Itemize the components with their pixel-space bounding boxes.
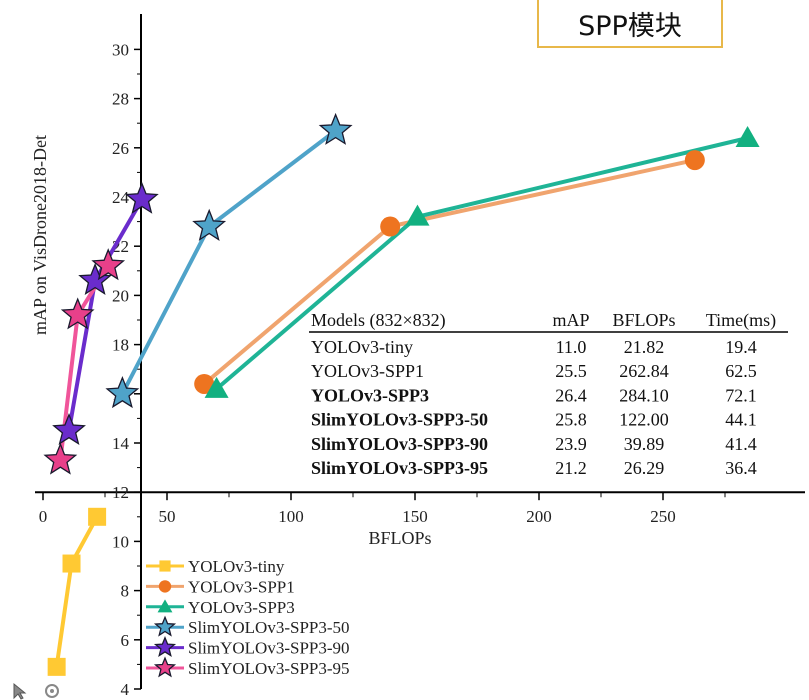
data-table: Models (832×832) mAP BFLOPs Time(ms) YOLOv3-… <box>309 310 788 478</box>
data-point-yolov3-spp1 <box>684 150 705 171</box>
data-point-yolov3-spp1 <box>380 216 401 237</box>
data-point-slimyolov3-spp3-90 <box>125 181 159 214</box>
x-axis-title: BFLOPs <box>368 528 431 548</box>
table-cell: 39.89 <box>624 434 665 454</box>
table-header: Time(ms) <box>706 310 776 331</box>
table-cell: 62.5 <box>725 361 757 381</box>
data-point-yolov3-tiny <box>47 657 66 676</box>
x-tick-label: 100 <box>278 507 304 526</box>
table-cell: 26.4 <box>555 385 587 405</box>
table-cell: SlimYOLOv3-SPP3-50 <box>311 410 488 430</box>
table-header: Models (832×832) <box>311 310 446 331</box>
y-tick-label: 28 <box>112 90 129 109</box>
table-cell: YOLOv3-tiny <box>311 337 413 357</box>
y-tick-label: 26 <box>112 139 129 158</box>
legend-label: SlimYOLOv3-SPP3-50 <box>188 618 350 637</box>
y-tick-label: 18 <box>112 336 129 355</box>
table-cell: 72.1 <box>725 385 757 405</box>
table-header: BFLOPs <box>612 310 675 330</box>
series-markers <box>43 112 760 676</box>
x-tick-label: 150 <box>402 507 428 526</box>
table-cell: 21.2 <box>555 458 587 478</box>
table-cell: 21.82 <box>624 337 665 357</box>
table-cell: YOLOv3-SPP1 <box>311 361 424 381</box>
legend-label: YOLOv3-SPP1 <box>188 577 295 596</box>
table-header: mAP <box>552 310 589 330</box>
legend-marker-slimyolov3-spp3-50 <box>153 615 177 637</box>
y-tick-label: 8 <box>121 582 130 601</box>
data-point-yolov3-spp3 <box>735 125 760 147</box>
y-tick-label: 6 <box>121 631 130 650</box>
data-point-yolov3-spp1 <box>194 373 215 394</box>
table-cell: 11.0 <box>556 337 587 357</box>
data-point-yolov3-spp3 <box>204 376 229 398</box>
x-tick-label: 50 <box>159 507 176 526</box>
legend-label: SlimYOLOv3-SPP3-95 <box>188 659 350 678</box>
legend-label: YOLOv3-SPP3 <box>188 598 295 617</box>
series-line-slimyolov3-spp3-50 <box>120 129 337 395</box>
legend: YOLOv3-tinyYOLOv3-SPP1YOLOv3-SPP3SlimYOL… <box>146 557 350 678</box>
y-tick-label: 24 <box>112 188 130 207</box>
data-point-slimyolov3-spp3-95 <box>43 442 78 475</box>
mouse-cursor-icon <box>13 682 59 700</box>
y-tick-label: 30 <box>112 40 129 59</box>
table-cell: 122.00 <box>619 410 669 430</box>
table-cell: SlimYOLOv3-SPP3-95 <box>311 458 488 478</box>
y-tick-label: 4 <box>121 680 130 699</box>
table-cell: 19.4 <box>725 337 757 357</box>
y-tick-label: 20 <box>112 286 129 305</box>
legend-marker-yolov3-spp3 <box>157 599 173 613</box>
data-point-yolov3-spp3 <box>405 204 430 226</box>
data-point-slimyolov3-spp3-90 <box>78 262 112 296</box>
data-point-yolov3-tiny <box>62 554 81 573</box>
data-point-slimyolov3-spp3-50 <box>192 208 227 241</box>
axes: 4681012141618202224262830050100150200250 <box>35 14 805 699</box>
legend-marker-yolov3-tiny <box>159 560 171 572</box>
table-cell: 36.4 <box>725 458 757 478</box>
legend-marker-slimyolov3-spp3-95 <box>153 656 177 678</box>
spp-module-annotation: SPP模块 <box>537 0 723 48</box>
table-cell: 25.8 <box>555 410 587 430</box>
x-tick-label: 200 <box>526 507 552 526</box>
y-tick-label: 12 <box>112 483 129 502</box>
table-cell: 284.10 <box>619 385 669 405</box>
y-tick-label: 14 <box>112 434 130 453</box>
table-cell: YOLOv3-SPP3 <box>311 385 429 405</box>
data-point-slimyolov3-spp3-95 <box>91 248 126 281</box>
series-line-yolov3-tiny <box>54 515 99 668</box>
table-cell: 44.1 <box>725 410 757 430</box>
table-cell: 262.84 <box>619 361 669 381</box>
series-line-yolov3-spp3 <box>215 136 749 391</box>
x-tick-label: 250 <box>650 507 676 526</box>
data-point-yolov3-tiny <box>88 507 107 526</box>
table-cell: 41.4 <box>725 434 757 454</box>
legend-marker-slimyolov3-spp3-90 <box>153 635 177 658</box>
legend-marker-yolov3-spp1 <box>158 580 172 593</box>
x-tick-label: 0 <box>39 507 48 526</box>
data-point-slimyolov3-spp3-90 <box>52 412 86 446</box>
series-line-yolov3-spp1 <box>202 158 696 386</box>
table-cell: 26.29 <box>624 458 665 478</box>
legend-label: SlimYOLOv3-SPP3-90 <box>188 639 350 658</box>
y-axis-title: mAP on VisDrone2018-Det <box>30 135 50 335</box>
data-point-slimyolov3-spp3-95 <box>60 297 95 330</box>
table-cell: 25.5 <box>555 361 587 381</box>
data-point-slimyolov3-spp3-50 <box>105 376 140 409</box>
y-tick-label: 10 <box>112 532 129 551</box>
data-point-slimyolov3-spp3-50 <box>318 112 353 145</box>
legend-label: YOLOv3-tiny <box>188 557 285 576</box>
table-cell: SlimYOLOv3-SPP3-90 <box>311 434 488 454</box>
table-cell: 23.9 <box>555 434 587 454</box>
